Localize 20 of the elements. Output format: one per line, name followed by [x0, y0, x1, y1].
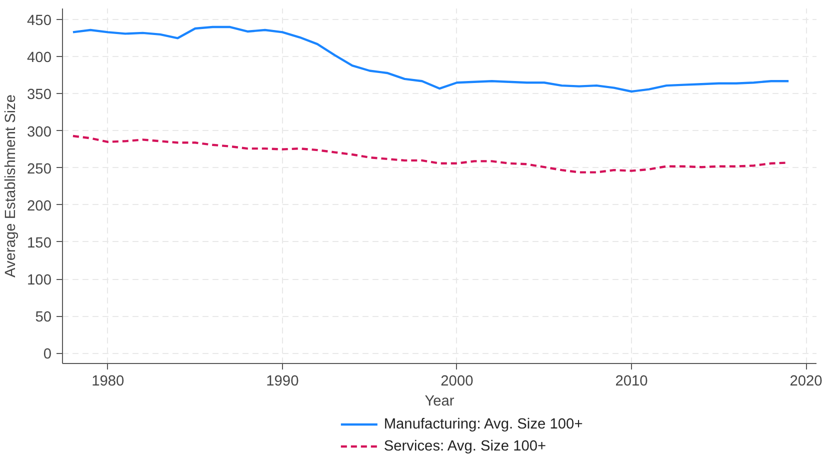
y-tick-label: 450: [27, 13, 52, 30]
x-tick-label: 1980: [92, 374, 124, 390]
x-axis-title: Year: [424, 394, 454, 410]
y-tick-label: 350: [27, 87, 52, 104]
y-axis-title: Average Establishment Size: [3, 94, 20, 278]
y-tick-label: 250: [27, 161, 52, 178]
x-tick-label: 2020: [790, 374, 822, 390]
x-tick-label: 1990: [266, 374, 299, 390]
legend-label: Manufacturing: Avg. Size 100+: [384, 416, 583, 432]
y-tick-label: 200: [27, 198, 52, 214]
line-series: [72, 26, 790, 93]
x-tick-label: 2010: [615, 374, 648, 390]
y-tick-label: 150: [27, 235, 52, 252]
y-tick-label: 50: [35, 310, 52, 326]
y-tick-label: 0: [43, 346, 52, 363]
y-tick-label: 300: [27, 124, 52, 140]
x-tick-label: 2000: [440, 374, 474, 390]
y-tick-label: 100: [27, 272, 52, 289]
legend-label: Services: Avg. Size 100+: [384, 438, 546, 454]
y-tick-label: 400: [27, 50, 52, 66]
